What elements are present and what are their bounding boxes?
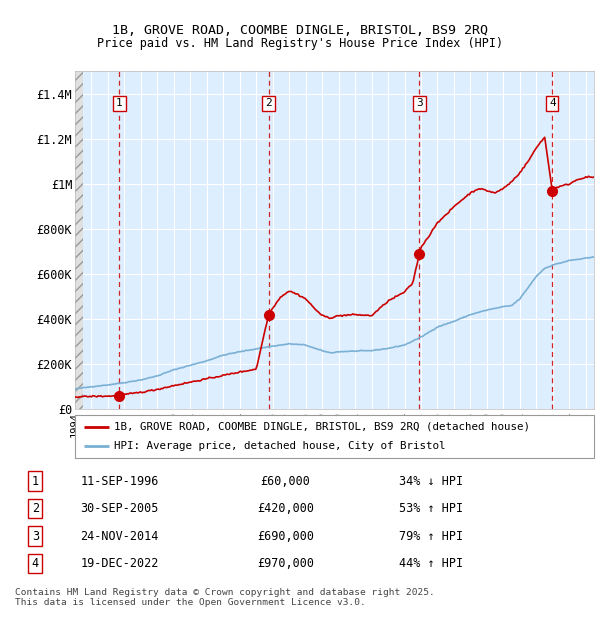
Text: 1B, GROVE ROAD, COOMBE DINGLE, BRISTOL, BS9 2RQ: 1B, GROVE ROAD, COOMBE DINGLE, BRISTOL, …: [112, 24, 488, 37]
Text: 79% ↑ HPI: 79% ↑ HPI: [399, 529, 463, 542]
Text: 3: 3: [416, 99, 423, 108]
Text: 1B, GROVE ROAD, COOMBE DINGLE, BRISTOL, BS9 2RQ (detached house): 1B, GROVE ROAD, COOMBE DINGLE, BRISTOL, …: [114, 422, 530, 432]
Text: £690,000: £690,000: [257, 529, 314, 542]
Text: £970,000: £970,000: [257, 557, 314, 570]
Text: HPI: Average price, detached house, City of Bristol: HPI: Average price, detached house, City…: [114, 441, 445, 451]
Text: 19-DEC-2022: 19-DEC-2022: [80, 557, 159, 570]
Text: 1: 1: [116, 99, 123, 108]
Text: Price paid vs. HM Land Registry's House Price Index (HPI): Price paid vs. HM Land Registry's House …: [97, 37, 503, 50]
Text: 44% ↑ HPI: 44% ↑ HPI: [399, 557, 463, 570]
Text: 11-SEP-1996: 11-SEP-1996: [80, 474, 159, 487]
Text: 24-NOV-2014: 24-NOV-2014: [80, 529, 159, 542]
Text: 30-SEP-2005: 30-SEP-2005: [80, 502, 159, 515]
Text: £420,000: £420,000: [257, 502, 314, 515]
Text: 2: 2: [32, 502, 39, 515]
Text: 1: 1: [32, 474, 39, 487]
Text: 4: 4: [32, 557, 39, 570]
Text: 53% ↑ HPI: 53% ↑ HPI: [399, 502, 463, 515]
Text: 4: 4: [549, 99, 556, 108]
Text: 2: 2: [265, 99, 272, 108]
Text: £60,000: £60,000: [260, 474, 310, 487]
Text: 34% ↓ HPI: 34% ↓ HPI: [399, 474, 463, 487]
Bar: [75, 71, 83, 409]
Text: Contains HM Land Registry data © Crown copyright and database right 2025.
This d: Contains HM Land Registry data © Crown c…: [15, 588, 435, 607]
Text: 3: 3: [32, 529, 39, 542]
